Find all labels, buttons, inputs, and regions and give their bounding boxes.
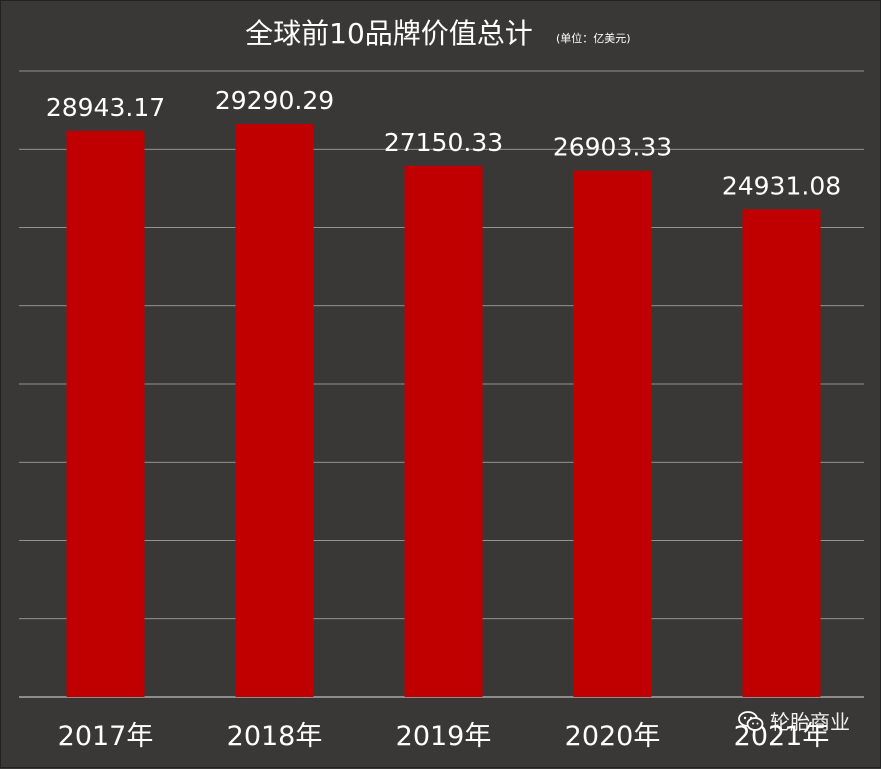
data-label: 28943.17: [46, 93, 165, 122]
data-label: 24931.08: [722, 171, 841, 200]
bar: [404, 165, 483, 697]
watermark: 轮胎商业: [738, 706, 850, 735]
data-label: 26903.33: [553, 133, 672, 162]
chart-subtitle: (单位：亿美元): [556, 31, 631, 45]
x-tick-label: 2019年: [396, 721, 492, 752]
data-label: 29290.29: [215, 86, 334, 115]
wechat-icon: [738, 710, 764, 731]
bar: [742, 209, 821, 697]
x-tick-label: 2020年: [565, 721, 661, 752]
chart-title: 全球前10品牌价值总计: [245, 17, 533, 50]
bar: [66, 130, 145, 697]
watermark-text: 轮胎商业: [770, 710, 850, 734]
bar: [573, 170, 652, 697]
bar: [235, 124, 314, 697]
data-label: 27150.33: [384, 128, 503, 157]
x-tick-label: 2017年: [58, 721, 154, 752]
x-tick-label: 2018年: [227, 721, 323, 752]
